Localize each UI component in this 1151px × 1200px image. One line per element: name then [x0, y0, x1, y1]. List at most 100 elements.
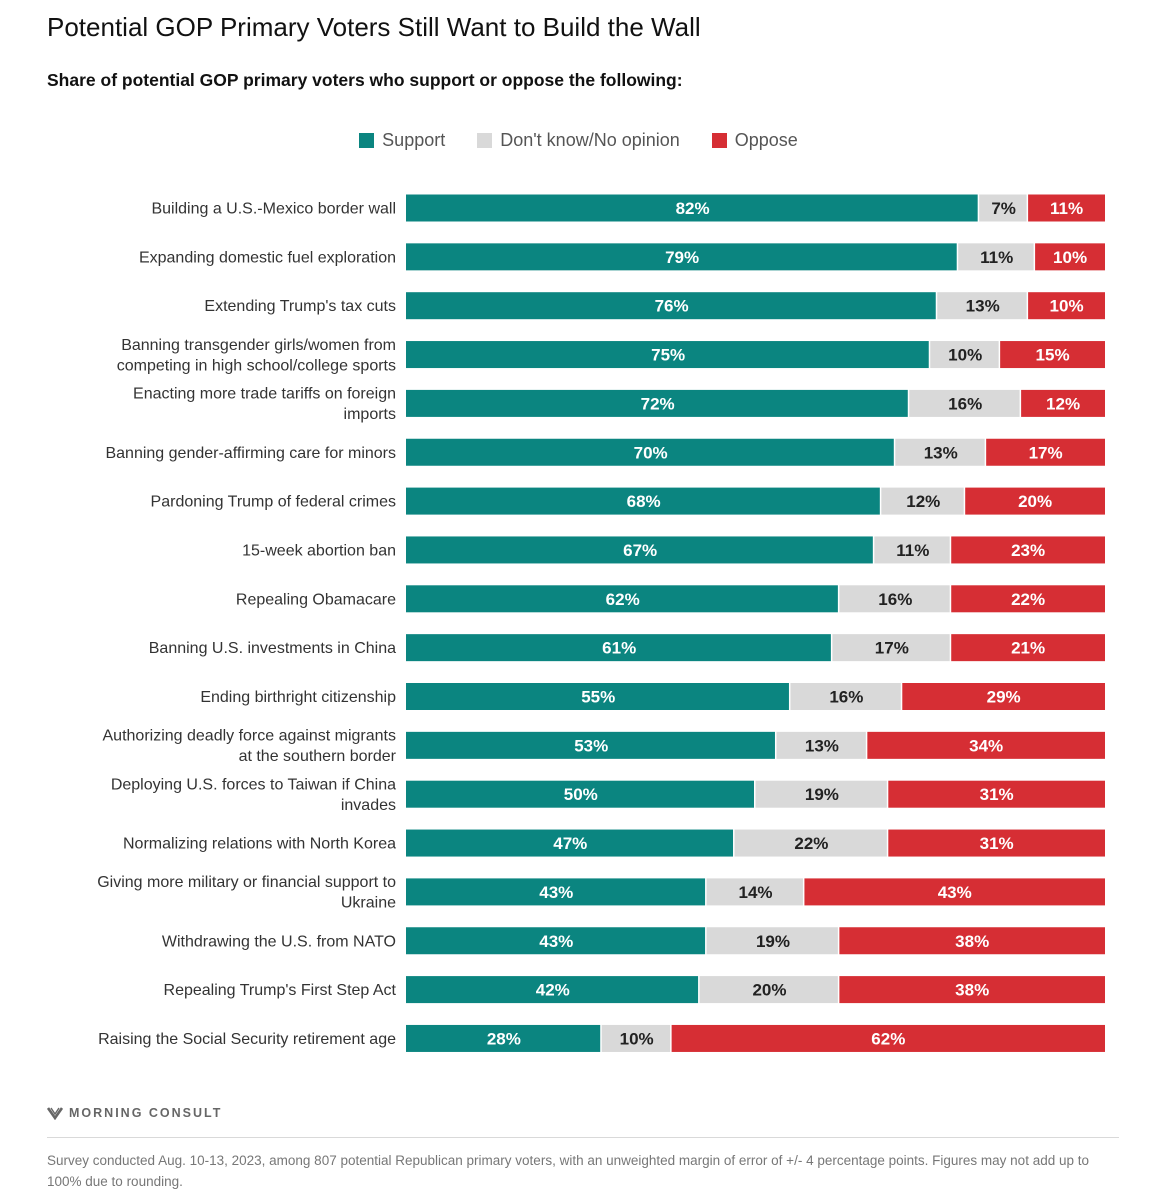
data-label-oppose: 29% [987, 688, 1021, 707]
bar-segment-dont-know [930, 341, 999, 369]
legend-swatch-support [359, 133, 375, 148]
legend-swatch-oppose [711, 133, 727, 148]
bar-segment-support [406, 683, 789, 710]
data-label-support: 61% [602, 639, 636, 658]
bar-segment-support [406, 878, 706, 906]
bar-segment-support [406, 438, 894, 466]
data-label-dont-know: 16% [829, 688, 863, 707]
data-label-dont-know: 10% [948, 346, 982, 365]
data-label-oppose: 10% [1050, 297, 1084, 316]
chart-row: Giving more military or financial suppor… [97, 874, 1105, 912]
category-label: Extending Trump's tax cuts [204, 298, 396, 315]
stacked-bar-chart: Building a U.S.-Mexico border wall 82% 7% 1… [97, 194, 1105, 1052]
chart-row: Enacting more trade tariffs on foreign im… [133, 386, 1105, 424]
data-label-support: 76% [655, 297, 689, 316]
category-label: 15-week abortion ban [242, 542, 396, 559]
bar-segment-dont-know [958, 243, 1034, 271]
bar-segment-dont-know [734, 829, 887, 857]
bar-segment-support [406, 292, 936, 320]
data-label-support: 68% [627, 492, 661, 511]
bar-segment-oppose [888, 829, 1105, 857]
data-label-oppose: 31% [980, 785, 1014, 804]
legend-item-dont-know: Don't know/No opinion [471, 130, 680, 151]
bar-segment-dont-know [839, 585, 950, 613]
bar-segment-support [406, 780, 754, 808]
bar-segment-oppose [839, 976, 1105, 1004]
data-label-oppose: 31% [980, 834, 1014, 853]
chart-row: Banning transgender girls/women from comp… [117, 337, 1105, 374]
data-label-support: 53% [574, 736, 608, 755]
bar-segment-oppose [888, 780, 1105, 808]
data-label-oppose: 23% [1011, 541, 1045, 560]
category-label: Banning gender-affirming care for minors [105, 445, 396, 462]
footnote: Survey conducted Aug. 10-13, 2023, among… [47, 1153, 1089, 1189]
data-label-oppose: 38% [955, 981, 989, 1000]
data-label-support: 72% [641, 394, 675, 413]
bar-segment-dont-know [706, 878, 803, 906]
legend-item-oppose: Oppose [706, 130, 798, 151]
bar-segment-dont-know [776, 731, 866, 759]
legend-label-dont-know: Don't know/No opinion [500, 130, 680, 150]
category-label: Enacting more trade tariffs on foreign im… [133, 386, 396, 424]
legend-label-support: Support [382, 130, 446, 150]
legend-item-support: Support [353, 130, 445, 151]
chart-row: Normalizing relations with North Korea 47… [123, 829, 1105, 857]
data-label-oppose: 62% [871, 1029, 905, 1048]
data-label-dont-know: 7% [991, 199, 1016, 218]
bar-segment-dont-know [979, 194, 1027, 222]
data-label-oppose: 34% [969, 736, 1003, 755]
bar-segment-oppose [1035, 243, 1105, 271]
bar-segment-support [406, 585, 838, 613]
bar-segment-oppose [1028, 292, 1105, 320]
bar-segment-support [406, 194, 978, 222]
chart-row: Ending birthright citizenship 55% 16% 29% [200, 683, 1105, 710]
data-label-dont-know: 14% [738, 883, 772, 902]
bar-segment-support [406, 731, 775, 759]
bar-segment-support [406, 976, 699, 1004]
data-label-oppose: 20% [1018, 492, 1052, 511]
data-label-support: 62% [606, 590, 640, 609]
bar-segment-support [406, 829, 734, 857]
bar-segment-dont-know [895, 438, 985, 466]
data-label-support: 75% [651, 346, 685, 365]
legend: Support Don't know/No opinion Oppose [0, 130, 1151, 151]
bar-segment-oppose [951, 536, 1105, 564]
category-label: Banning U.S. investments in China [149, 640, 396, 657]
brand: MORNING CONSULT [47, 1106, 222, 1120]
category-label: Withdrawing the U.S. from NATO [162, 933, 396, 950]
chart-row: 15-week abortion ban 67% 11% 23% [242, 536, 1105, 564]
chart-subtitle: Share of potential GOP primary voters wh… [47, 70, 683, 90]
data-label-dont-know: 20% [752, 981, 786, 1000]
data-label-support: 43% [539, 932, 573, 951]
chart-row: Expanding domestic fuel exploration 79% 11… [139, 243, 1105, 271]
data-label-dont-know: 16% [878, 590, 912, 609]
bar-segment-oppose [951, 634, 1105, 662]
bar-segment-oppose [1021, 389, 1105, 417]
category-label: Deploying U.S. forces to Taiwan if China… [111, 776, 396, 814]
data-label-support: 47% [553, 834, 587, 853]
chart-row: Authorizing deadly force against migrant… [103, 728, 1105, 765]
chart-row: Repealing Obamacare 62% 16% 22% [236, 585, 1105, 613]
legend-label-oppose: Oppose [734, 130, 798, 150]
data-label-dont-know: 22% [794, 834, 828, 853]
category-label: Giving more military or financial suppor… [97, 874, 396, 912]
morning-consult-logo-icon [47, 1107, 63, 1120]
chart-row: Pardoning Trump of federal crimes 68% 12% 2… [151, 487, 1105, 515]
data-label-oppose: 22% [1011, 590, 1045, 609]
data-label-oppose: 38% [955, 932, 989, 951]
chart-row: Building a U.S.-Mexico border wall 82% 7% 1… [151, 194, 1105, 222]
bar-segment-oppose [839, 927, 1105, 955]
bar-segment-support [406, 243, 957, 271]
category-label: Normalizing relations with North Korea [123, 836, 396, 853]
bar-segment-support [406, 341, 929, 369]
data-label-dont-know: 16% [948, 394, 982, 413]
bar-segment-dont-know [755, 780, 887, 808]
data-label-support: 79% [665, 248, 699, 267]
bar-segment-support [406, 1024, 601, 1052]
chart-row: Repealing Trump's First Step Act 42% 20% 38… [164, 976, 1105, 1004]
data-label-support: 82% [676, 199, 710, 218]
category-label: Building a U.S.-Mexico border wall [151, 201, 396, 218]
bar-segment-oppose [867, 731, 1105, 759]
bar-segment-dont-know [881, 487, 964, 515]
data-label-dont-know: 11% [980, 248, 1013, 267]
